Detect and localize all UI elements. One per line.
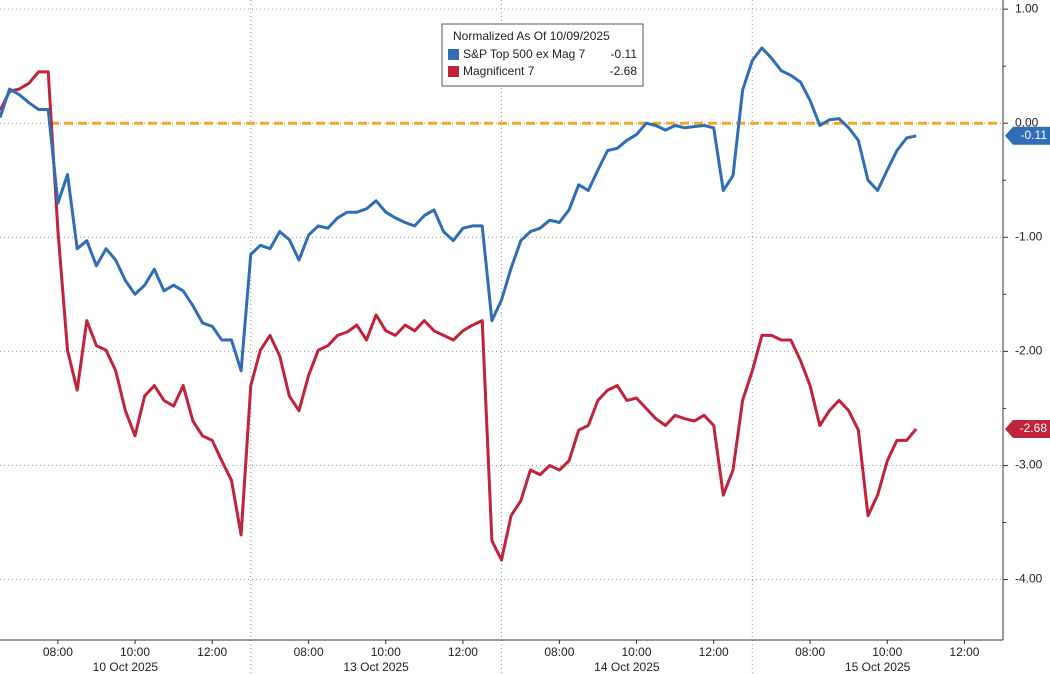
- series-line: [0, 46, 917, 373]
- x-tick-label: 12:00: [949, 645, 979, 659]
- day-label: 14 Oct 2025: [594, 660, 660, 674]
- legend-swatch: [448, 49, 459, 60]
- day-label: 10 Oct 2025: [93, 660, 159, 674]
- series-line: [0, 70, 918, 562]
- y-tick-label: 1.00: [1015, 1, 1039, 15]
- value-tag: [1005, 126, 1050, 145]
- x-tick-label: 12:00: [699, 645, 729, 659]
- x-tick-label: 08:00: [294, 645, 324, 659]
- day-label: 13 Oct 2025: [343, 660, 409, 674]
- y-tick-label: -1.00: [1015, 229, 1043, 243]
- legend-swatch: [448, 66, 459, 77]
- x-tick-label: 08:00: [544, 645, 574, 659]
- x-tick-label: 08:00: [43, 645, 73, 659]
- x-tick-label: 12:00: [197, 645, 227, 659]
- day-label: 15 Oct 2025: [845, 660, 911, 674]
- legend-box: [441, 23, 644, 87]
- y-tick-label: -4.00: [1015, 572, 1043, 586]
- x-tick-label: 10:00: [371, 645, 401, 659]
- x-tick-label: 12:00: [448, 645, 478, 659]
- y-tick-label: 0.00: [1015, 115, 1039, 129]
- x-tick-label: 10:00: [120, 645, 150, 659]
- legend-label: Magnificent 7: [463, 64, 535, 78]
- y-tick-label: -2.00: [1015, 344, 1043, 358]
- legend: Normalized As Of 10/09/2025 S&P Top 500 e…: [441, 23, 644, 87]
- x-tick-label: 10:00: [622, 645, 652, 659]
- value-tag-label: -0.11: [1021, 128, 1048, 142]
- x-tick-label: 10:00: [872, 645, 902, 659]
- legend-value: -2.68: [610, 64, 638, 78]
- y-tick-label: -3.00: [1015, 458, 1043, 472]
- legend-title: Normalized As Of 10/09/2025: [453, 29, 610, 43]
- legend-label: S&P Top 500 ex Mag 7: [463, 47, 586, 61]
- x-tick-label: 08:00: [795, 645, 825, 659]
- value-tag-label: -2.68: [1020, 421, 1048, 435]
- legend-value: -0.11: [611, 47, 638, 61]
- value-tag: [1005, 419, 1050, 438]
